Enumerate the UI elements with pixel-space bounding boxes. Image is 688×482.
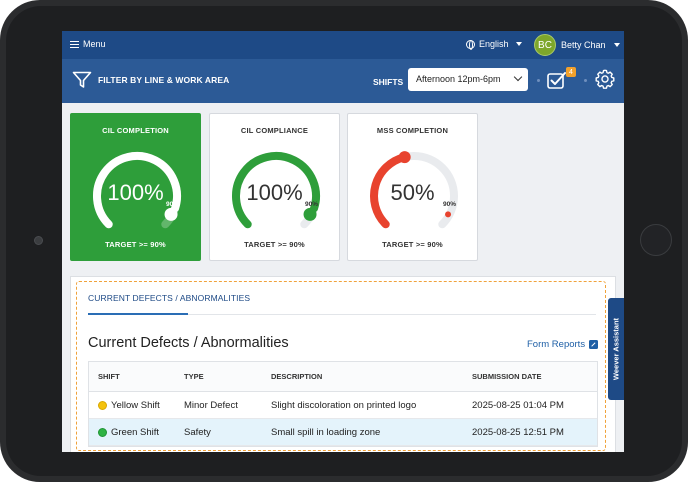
column-header-shift[interactable]: SHIFT — [98, 372, 120, 381]
funnel-icon — [72, 71, 92, 88]
globe-icon — [466, 39, 475, 50]
weever-assistant-tab[interactable] — [608, 298, 624, 400]
gauge-target-marker — [445, 211, 452, 218]
filter-bar: FILTER BY LINE & WORK AREA SHIFTS Aftern… — [62, 59, 624, 103]
description-cell: Small spill in loading zone — [271, 426, 381, 438]
gear-icon[interactable] — [594, 68, 616, 90]
tab-divider — [88, 314, 596, 315]
gauge-progress-arc — [232, 152, 320, 229]
chevron-down-icon — [515, 42, 522, 46]
table-header: SHIFT TYPE DESCRIPTION SUBMISSION DATE — [89, 362, 597, 392]
type-cell: Safety — [184, 426, 211, 438]
target-marker-label: 90% — [443, 201, 457, 208]
home-button — [640, 224, 672, 256]
section-title: Current Defects / Abnormalities — [88, 335, 289, 351]
card-title: MSS COMPLETION — [376, 126, 449, 135]
shift-color-dot — [98, 427, 107, 437]
shift-cell: Yellow Shift — [89, 400, 184, 411]
language-label: English — [479, 39, 509, 49]
top-bar: Menu English BC Betty Chan — [62, 31, 624, 59]
gauge-knob — [398, 151, 411, 164]
separator-dot — [537, 79, 540, 82]
highlight-outline — [76, 281, 606, 451]
filter-button[interactable]: FILTER BY LINE & WORK AREA — [72, 71, 229, 89]
column-header-type[interactable]: TYPE — [184, 372, 204, 381]
chevron-down-icon — [613, 43, 620, 47]
app-screen: Menu English BC Betty Chan FILTER BY LIN… — [62, 31, 624, 452]
card-value: 50% — [390, 180, 435, 205]
gauge-progress-arc — [93, 152, 181, 229]
language-selector[interactable]: English — [466, 39, 522, 50]
gauge-chart — [232, 152, 320, 229]
separator-dot — [584, 79, 587, 82]
external-link-icon — [589, 340, 599, 349]
task-badge: 4 — [566, 67, 576, 77]
card-title: CIL COMPLETION — [102, 126, 169, 135]
avatar: BC — [534, 34, 556, 56]
card-cil-compliance[interactable]: CIL COMPLIANCE 100% 90% TARGET >= 90% — [209, 113, 340, 261]
gauge-chart — [370, 151, 458, 229]
menu-label: Menu — [83, 39, 106, 49]
date-cell: 2025-08-25 12:51 PM — [472, 426, 564, 438]
target-marker-label: 90% — [305, 201, 319, 208]
gauge-progress-arc — [370, 153, 409, 229]
card-target: TARGET >= 90% — [244, 240, 305, 249]
gauge-target-marker — [164, 207, 178, 221]
form-reports-link[interactable]: Form Reports — [527, 339, 599, 350]
card-cil-completion[interactable]: CIL COMPLETION 100% 90% TARGET >= 90% — [70, 113, 201, 261]
card-value: 100% — [107, 180, 164, 205]
form-reports-label: Form Reports — [527, 339, 586, 350]
gauge-chart — [93, 152, 181, 229]
shift-name: Green Shift — [111, 426, 160, 438]
shift-color-dot — [98, 400, 107, 410]
defects-table: SHIFT TYPE DESCRIPTION SUBMISSION DATE Y… — [88, 361, 598, 447]
menu-button[interactable]: Menu — [70, 39, 106, 49]
shift-cell: Green Shift — [89, 427, 184, 438]
shift-name: Yellow Shift — [111, 399, 160, 411]
date-cell: 2025-08-25 01:04 PM — [472, 399, 564, 411]
tab-active-indicator — [88, 313, 188, 315]
column-header-submission-date[interactable]: SUBMISSION DATE — [472, 372, 542, 381]
table-row[interactable]: Yellow Shift Minor Defect Slight discolo… — [89, 392, 597, 419]
hamburger-icon — [70, 40, 79, 48]
shift-selected-value: Afternoon 12pm-6pm — [416, 74, 501, 84]
weever-assistant-label: Weever Assistant — [611, 317, 621, 381]
type-cell: Minor Defect — [184, 399, 238, 411]
card-target: TARGET >= 90% — [105, 240, 166, 249]
chevron-down-icon — [513, 72, 523, 82]
column-header-description[interactable]: DESCRIPTION — [271, 372, 323, 381]
gauge-target-marker — [303, 207, 317, 221]
card-value: 100% — [246, 180, 303, 205]
table-row[interactable]: Green Shift Safety Small spill in loadin… — [89, 419, 597, 446]
card-title: CIL COMPLIANCE — [240, 126, 309, 135]
card-mss-completion[interactable]: MSS COMPLETION 50% 90% TARGET >= 90% — [347, 113, 478, 261]
user-menu[interactable]: BC Betty Chan — [534, 34, 620, 56]
card-target: TARGET >= 90% — [382, 240, 443, 249]
description-cell: Slight discoloration on printed logo — [271, 399, 417, 411]
target-marker-label: 90% — [166, 201, 180, 208]
tab-current-defects[interactable]: CURRENT DEFECTS / ABNORMALITIES — [88, 293, 251, 303]
filter-label: FILTER BY LINE & WORK AREA — [98, 75, 230, 85]
task-check-icon[interactable] — [546, 69, 568, 91]
user-name: Betty Chan — [561, 40, 606, 50]
shifts-label: SHIFTS — [373, 77, 404, 87]
camera-icon — [34, 236, 43, 245]
shift-select[interactable]: Afternoon 12pm-6pm — [408, 68, 528, 91]
